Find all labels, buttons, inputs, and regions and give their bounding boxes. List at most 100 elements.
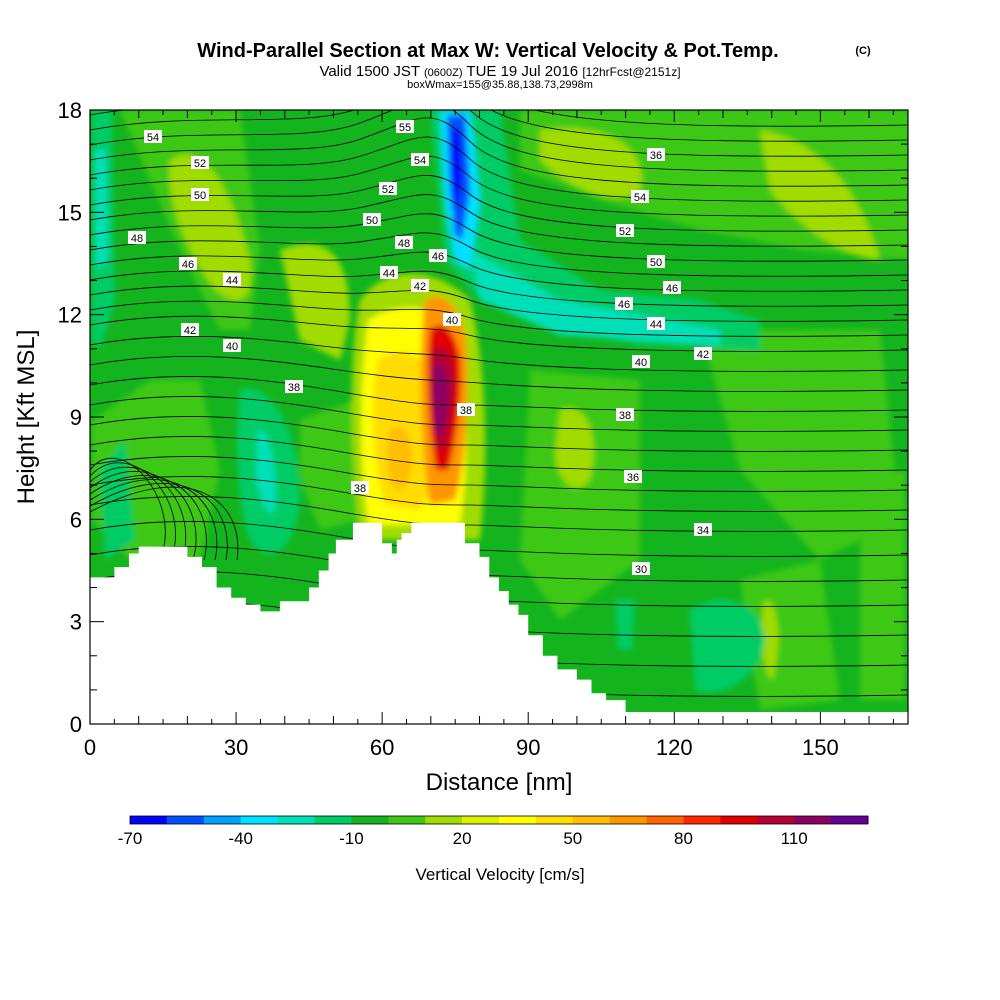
svg-text:38: 38 <box>288 382 300 394</box>
x-tick-label: 30 <box>224 735 248 760</box>
isentrope-line <box>90 466 187 561</box>
contour-labels: 54 52 50 48 46 44 42 40 38 55 54 52 50 48 46 44 42 40 38 38… <box>128 120 712 576</box>
contour-label: 38 <box>285 380 303 394</box>
subtitle-forecast: [12hrFcst@2151z] <box>582 65 680 79</box>
colorbar-tick-label: -70 <box>118 829 143 848</box>
isentrope-line <box>90 110 908 142</box>
contour-label: 50 <box>647 255 665 269</box>
chart-title: Wind-Parallel Section at Max W: Vertical… <box>197 40 778 62</box>
colorbar-tick-label: 50 <box>563 829 582 848</box>
svg-text:50: 50 <box>366 215 378 227</box>
colorbar-swatch <box>314 816 352 824</box>
contour-label: 46 <box>429 249 447 263</box>
isentrope-line <box>90 155 908 217</box>
contour-label: 38 <box>351 481 369 495</box>
field-blobs <box>92 110 908 710</box>
chart-subtitle: Valid 1500 JST (0600Z) TUE 19 Jul 2016 [… <box>319 63 680 80</box>
contour-label: 46 <box>179 257 197 271</box>
right-lower-light <box>740 560 840 710</box>
isentrope-line <box>90 471 197 561</box>
x-tick-label: 150 <box>802 735 839 760</box>
colorbar-swatch <box>683 816 721 824</box>
isentrope-line <box>90 479 218 561</box>
contour-label: 50 <box>363 213 381 227</box>
svg-text:38: 38 <box>619 410 631 422</box>
isentrope-line <box>90 457 166 561</box>
colorbar-swatch <box>425 816 463 824</box>
y-tick-label: 3 <box>70 610 82 635</box>
contour-label: 38 <box>457 403 475 417</box>
svg-text:42: 42 <box>184 325 196 337</box>
contour-label: 52 <box>379 182 397 196</box>
right-mid-light <box>520 370 640 620</box>
svg-text:54: 54 <box>414 155 426 167</box>
mid-light-band <box>280 243 350 360</box>
colorbar-tick-label: 80 <box>674 829 693 848</box>
lower-right-teal <box>690 600 765 693</box>
updraft-core-purple <box>433 363 448 435</box>
svg-text:55: 55 <box>399 122 411 134</box>
subtitle-valid: Valid 1500 JST <box>319 63 419 80</box>
x-tick-label: 120 <box>656 735 693 760</box>
y-axis-label: Height [Kft MSL] <box>13 330 40 505</box>
y-tick-label: 15 <box>58 200 82 225</box>
contour-label: 44 <box>380 266 398 280</box>
velocity-field <box>90 110 908 724</box>
isentrope-line <box>90 486 239 561</box>
mid-cyan <box>256 430 276 513</box>
svg-text:40: 40 <box>446 315 458 327</box>
isentrope-line <box>90 117 908 187</box>
contour-label: 42 <box>181 323 199 337</box>
svg-text:42: 42 <box>697 349 709 361</box>
contour-label: 46 <box>663 281 681 295</box>
contour-label: 44 <box>223 273 241 287</box>
colorbar-swatch <box>130 816 168 824</box>
far-right-band <box>860 470 905 700</box>
isentrope-line <box>90 475 207 561</box>
isentrope-line <box>90 456 908 492</box>
contour-label: 40 <box>632 355 650 369</box>
contour-label: 44 <box>647 317 665 331</box>
contour-label: 54 <box>631 190 649 204</box>
colorbar-swatch <box>720 816 758 824</box>
svg-text:34: 34 <box>697 525 709 537</box>
x-tick-label: 90 <box>516 735 540 760</box>
contour-label: 48 <box>395 236 413 250</box>
svg-text:52: 52 <box>382 184 394 196</box>
colorbar-swatch <box>203 816 242 824</box>
isentrope-line <box>90 476 908 512</box>
colorbar-swatch <box>757 816 795 824</box>
colorbar-tick-label: 110 <box>781 829 808 848</box>
contour-label: 48 <box>128 231 146 245</box>
isentrope-line <box>90 376 908 412</box>
svg-text:38: 38 <box>354 483 366 495</box>
contour-label: 54 <box>411 153 429 167</box>
svg-text:52: 52 <box>619 226 631 238</box>
isentrope-line <box>90 175 908 232</box>
svg-text:44: 44 <box>226 275 238 287</box>
svg-text:50: 50 <box>194 190 206 202</box>
colorbar-tick-label: 20 <box>453 829 472 848</box>
colorbar-swatch <box>388 816 426 824</box>
isentrope-line <box>90 356 908 392</box>
contour-label: 52 <box>191 156 209 170</box>
isentrope-line <box>90 270 908 307</box>
svg-text:40: 40 <box>226 341 238 353</box>
contour-label: 36 <box>647 148 665 162</box>
svg-text:48: 48 <box>131 233 143 245</box>
subtitle-zulu: (0600Z) <box>424 67 463 79</box>
svg-text:50: 50 <box>650 257 662 269</box>
colorbar-swatch <box>646 816 684 824</box>
svg-text:42: 42 <box>414 281 426 293</box>
chart-subtitle-box: boxWmax=155@35.88,138.73,2998m <box>407 79 593 91</box>
right-far-light <box>700 330 900 560</box>
colorbar-swatch <box>831 816 869 824</box>
colorbar-tick-label: -40 <box>228 829 253 848</box>
svg-text:44: 44 <box>383 268 395 280</box>
colorbar: -70 -40 -10 20 50 80 110 <box>118 815 869 848</box>
svg-text:36: 36 <box>627 472 639 484</box>
isentrope-line <box>90 436 908 472</box>
y-tick-label: 18 <box>58 98 82 123</box>
y-tick-label: 6 <box>70 507 82 532</box>
